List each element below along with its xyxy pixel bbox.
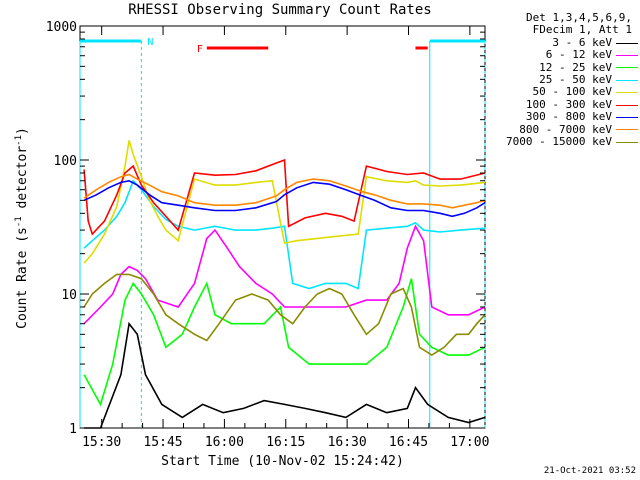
x-tick-label: 17:00 [450,435,489,450]
y-tick-label: 10 [61,288,77,303]
series-layer [83,140,486,429]
x-tick-label: 16:45 [389,435,428,450]
legend-header-line-1: Det 1,3,4,5,6,9, [526,11,632,24]
y-axis-label: Count Rate (s-1 detector-1) [14,127,30,329]
y-tick-label: 1 [69,422,77,437]
series-line-7 [83,173,486,209]
generated-timestamp: 21-Oct-2021 03:52 [543,466,636,476]
legend-swatch [616,67,638,69]
legend-header-line-2: FDecim 1, Att 1 [532,23,632,37]
legend-label: 3 - 6 keV [552,35,612,49]
legend-swatch [616,79,638,81]
marker-label: F [197,44,203,55]
legend-label: 25 - 50 keV [539,73,612,87]
y-tick-label: 100 [54,154,77,169]
marker-layer: NF [79,37,486,428]
legend-entry: 100 - 300 keV [478,97,638,111]
axes-layer: 1 10 100 1000 15:30 15:45 16:00 16:15 16:30 16:45… [46,20,490,450]
legend-label: 6 - 12 keV [545,48,612,62]
legend-entry: 800 - 7000 keV [478,122,638,136]
y-tick-label: 1000 [46,20,77,35]
x-tick-label: 15:30 [82,435,121,450]
legend-rows: 3 - 6 keV 6 - 12 keV 12 - 25 keV 25 - 50 ke… [478,35,638,149]
legend-swatch [616,116,638,118]
series-line-8 [83,273,486,357]
legend-swatch [616,54,638,56]
legend-entry: 300 - 800 keV [478,110,638,124]
legend-swatch [616,92,638,94]
legend-entry: 7000 - 15000 keV [478,135,638,149]
legend-label: 300 - 800 keV [525,110,612,124]
legend-entry: 25 - 50 keV [478,73,638,87]
legend: Det 1,3,4,5,6,9, FDecim 1, Att 1 3 - 6 k… [478,11,638,149]
series-line-2 [83,278,486,407]
legend-label: 50 - 100 keV [532,85,612,99]
series-line-3 [83,179,486,290]
legend-label: 800 - 7000 keV [519,122,612,136]
legend-entry: 6 - 12 keV [478,48,638,62]
x-tick-label: 16:30 [328,435,367,450]
chart-title: RHESSI Observing Summary Count Rates [128,2,432,18]
legend-label: 100 - 300 keV [525,97,612,111]
legend-entry: 3 - 6 keV [478,35,638,49]
legend-entry: 50 - 100 keV [478,86,638,98]
series-line-5 [83,158,486,236]
x-axis-label: Start Time (10-Nov-02 15:24:42) [161,454,404,469]
legend-label: 7000 - 15000 keV [506,135,612,149]
legend-swatch [616,42,638,44]
legend-swatch [616,141,638,143]
legend-swatch [616,129,638,131]
x-tick-label: 16:00 [205,435,244,450]
series-line-1 [83,224,486,325]
marker-label: N [147,37,153,48]
legend-entry: 12 - 25 keV [478,60,638,74]
x-tick-label: 15:45 [143,435,182,450]
legend-swatch [616,104,638,106]
series-line-4 [83,140,486,264]
series-line-0 [84,321,486,429]
series-line-6 [83,179,486,218]
legend-label: 12 - 25 keV [539,60,612,74]
x-tick-label: 16:15 [266,435,305,450]
